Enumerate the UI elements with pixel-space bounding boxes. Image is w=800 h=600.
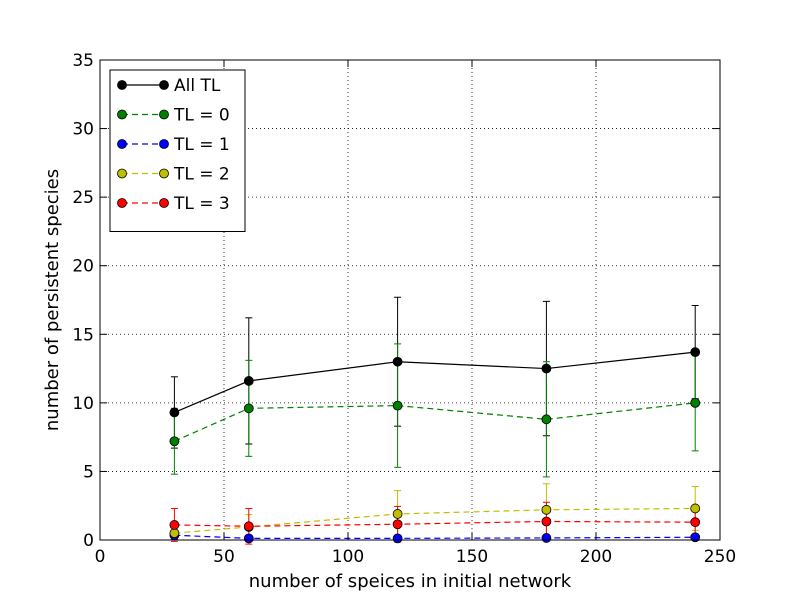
legend-marker: [117, 139, 127, 149]
data-point: [392, 400, 403, 411]
legend-label: TL = 2: [173, 165, 230, 185]
legend-label: TL = 0: [173, 106, 230, 126]
data-point: [392, 519, 403, 530]
data-point: [243, 521, 254, 532]
x-tick-label: 250: [704, 547, 736, 567]
x-tick-label: 50: [213, 547, 235, 567]
y-tick-label: 25: [72, 188, 94, 208]
x-tick-label: 200: [580, 547, 612, 567]
data-point: [690, 517, 701, 528]
data-point: [541, 363, 552, 374]
data-point: [690, 347, 701, 358]
data-point: [243, 376, 254, 386]
y-tick-label: 15: [72, 325, 94, 345]
data-point: [541, 516, 552, 527]
data-point: [243, 533, 254, 544]
data-point: [169, 528, 180, 539]
data-point: [690, 503, 701, 514]
data-point: [541, 504, 552, 515]
x-axis-label: number of speices in initial network: [249, 571, 572, 592]
x-tick-label: 100: [332, 547, 364, 567]
data-point: [392, 509, 403, 519]
legend-marker: [117, 109, 127, 120]
ticks: 0 50 100 150 200 250 0 5 10 15 20 25 30 35: [72, 51, 736, 567]
legend-marker: [159, 198, 169, 208]
legend-marker: [159, 80, 169, 90]
data-point: [169, 520, 180, 530]
plot-frame: [99, 59, 721, 541]
y-tick-label: 10: [72, 394, 94, 414]
y-tick-label: 5: [83, 462, 94, 482]
y-axis-label: number of persistent species: [42, 169, 63, 431]
legend: All TL TL = 0 TL = 1 TL = 2 TL = 3: [109, 69, 246, 232]
data-point: [690, 397, 701, 408]
x-tick-label: 150: [456, 547, 488, 567]
data-point: [541, 414, 552, 425]
y-tick-label: 35: [72, 51, 94, 71]
legend-marker: [159, 109, 169, 120]
y-tick-label: 30: [72, 120, 94, 140]
legend-label: TL = 1: [173, 135, 230, 155]
y-tick-label: 20: [72, 257, 94, 277]
y-tick-label: 0: [83, 531, 94, 551]
legend-marker: [159, 139, 169, 149]
data-point: [169, 407, 180, 418]
legend-marker: [117, 198, 127, 208]
legend-marker: [159, 168, 169, 179]
legend-marker: [117, 80, 127, 90]
data-point: [541, 533, 552, 543]
x-tick-label: 0: [95, 547, 106, 567]
legend-box: [109, 69, 246, 232]
legend-label: TL = 3: [173, 194, 230, 214]
data-point: [169, 436, 180, 447]
data-point: [392, 356, 403, 367]
legend-label: All TL: [174, 76, 221, 96]
data-point: [392, 533, 403, 544]
legend-marker: [117, 168, 127, 179]
data-point: [243, 403, 254, 414]
